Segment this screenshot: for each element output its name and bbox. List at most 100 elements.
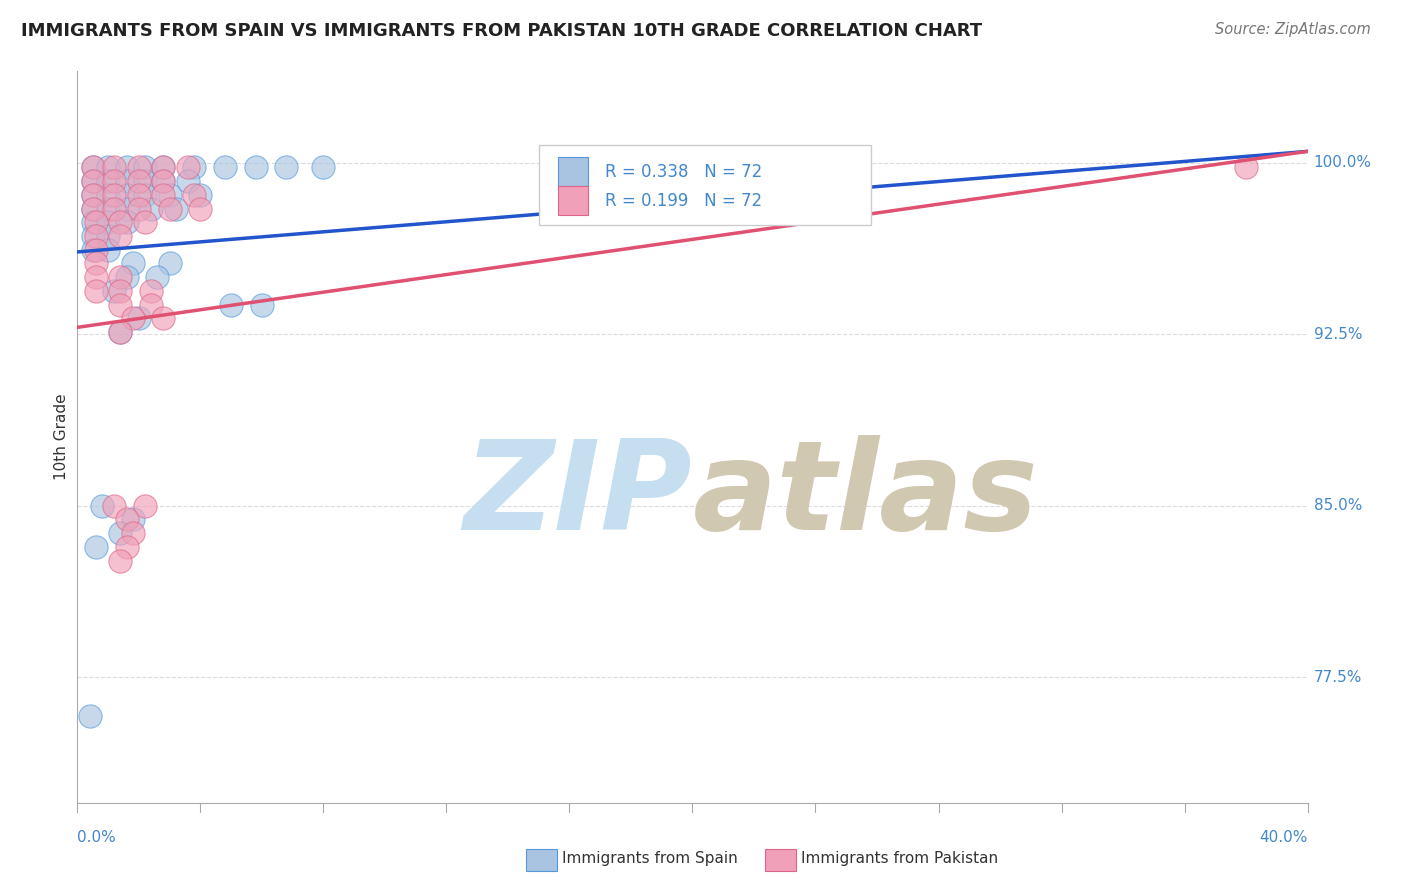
Point xyxy=(115,161,138,175)
Point xyxy=(128,174,150,188)
Point xyxy=(110,553,132,567)
Point xyxy=(84,256,107,270)
Point xyxy=(121,526,143,541)
Point xyxy=(115,187,138,202)
Point xyxy=(134,161,156,175)
Point xyxy=(188,187,212,202)
Point xyxy=(159,187,181,202)
Point xyxy=(82,228,104,243)
Text: Immigrants from Spain: Immigrants from Spain xyxy=(562,851,738,865)
Point xyxy=(103,187,125,202)
Text: 77.5%: 77.5% xyxy=(1313,670,1362,684)
Point xyxy=(141,284,163,298)
Point xyxy=(103,161,125,175)
Point xyxy=(188,202,212,216)
Point xyxy=(82,161,104,175)
Point xyxy=(115,512,138,526)
Point xyxy=(141,202,163,216)
Point xyxy=(84,270,107,285)
Point xyxy=(110,526,132,541)
Point xyxy=(121,512,143,526)
Point xyxy=(110,270,132,285)
Point xyxy=(141,297,163,311)
FancyBboxPatch shape xyxy=(558,186,588,216)
Point xyxy=(152,187,174,202)
Point xyxy=(82,187,104,202)
Point xyxy=(152,311,174,326)
Point xyxy=(134,174,156,188)
Point xyxy=(115,540,138,554)
Point xyxy=(110,325,132,339)
Point xyxy=(103,174,125,188)
Point xyxy=(152,161,174,175)
Point xyxy=(152,161,174,175)
Text: Immigrants from Pakistan: Immigrants from Pakistan xyxy=(801,851,998,865)
Point xyxy=(115,174,138,188)
Y-axis label: 10th Grade: 10th Grade xyxy=(53,393,69,481)
Point xyxy=(82,202,104,216)
Point xyxy=(152,174,174,188)
Point xyxy=(159,202,181,216)
Point xyxy=(97,202,120,216)
Point xyxy=(82,174,104,188)
FancyBboxPatch shape xyxy=(558,157,588,186)
Point xyxy=(134,187,156,202)
Text: 85.0%: 85.0% xyxy=(1313,498,1362,513)
Point xyxy=(84,284,107,298)
Point xyxy=(183,187,205,202)
Point xyxy=(103,284,125,298)
Point xyxy=(110,325,132,339)
Text: R = 0.338   N = 72: R = 0.338 N = 72 xyxy=(605,162,762,180)
Point xyxy=(121,256,143,270)
Point xyxy=(110,284,132,298)
Point xyxy=(97,174,120,188)
Text: Source: ZipAtlas.com: Source: ZipAtlas.com xyxy=(1215,22,1371,37)
Point xyxy=(97,215,120,229)
Point xyxy=(121,311,143,326)
Point xyxy=(1234,161,1257,175)
Point xyxy=(128,161,150,175)
Point xyxy=(128,202,150,216)
Point xyxy=(84,540,107,554)
Point xyxy=(134,215,156,229)
Text: 100.0%: 100.0% xyxy=(1313,155,1372,170)
Point xyxy=(276,161,298,175)
Point xyxy=(82,243,104,257)
Point xyxy=(214,161,236,175)
Point xyxy=(97,187,120,202)
Point xyxy=(219,297,242,311)
Text: 0.0%: 0.0% xyxy=(77,830,117,846)
Point xyxy=(79,709,101,723)
Point xyxy=(128,187,150,202)
Point xyxy=(165,202,187,216)
Point xyxy=(97,228,120,243)
Point xyxy=(97,161,120,175)
Point xyxy=(128,311,150,326)
FancyBboxPatch shape xyxy=(538,145,870,225)
Point xyxy=(115,215,138,229)
Point xyxy=(110,215,132,229)
Text: ZIP: ZIP xyxy=(464,435,693,556)
Text: R = 0.199   N = 72: R = 0.199 N = 72 xyxy=(605,192,762,210)
Point xyxy=(103,499,125,513)
Text: atlas: atlas xyxy=(693,435,1038,556)
Point xyxy=(115,202,138,216)
Point xyxy=(84,215,107,229)
Point xyxy=(110,297,132,311)
Point xyxy=(115,270,138,285)
Point xyxy=(312,161,335,175)
Point xyxy=(103,202,125,216)
Point xyxy=(110,228,132,243)
Point xyxy=(84,228,107,243)
Text: 40.0%: 40.0% xyxy=(1260,830,1308,846)
Point xyxy=(82,202,104,216)
Point xyxy=(82,215,104,229)
Point xyxy=(134,499,156,513)
Point xyxy=(250,297,273,311)
Point xyxy=(152,174,174,188)
Point xyxy=(90,499,114,513)
Point xyxy=(245,161,267,175)
Point xyxy=(146,270,169,285)
Point xyxy=(177,174,200,188)
Point xyxy=(84,243,107,257)
